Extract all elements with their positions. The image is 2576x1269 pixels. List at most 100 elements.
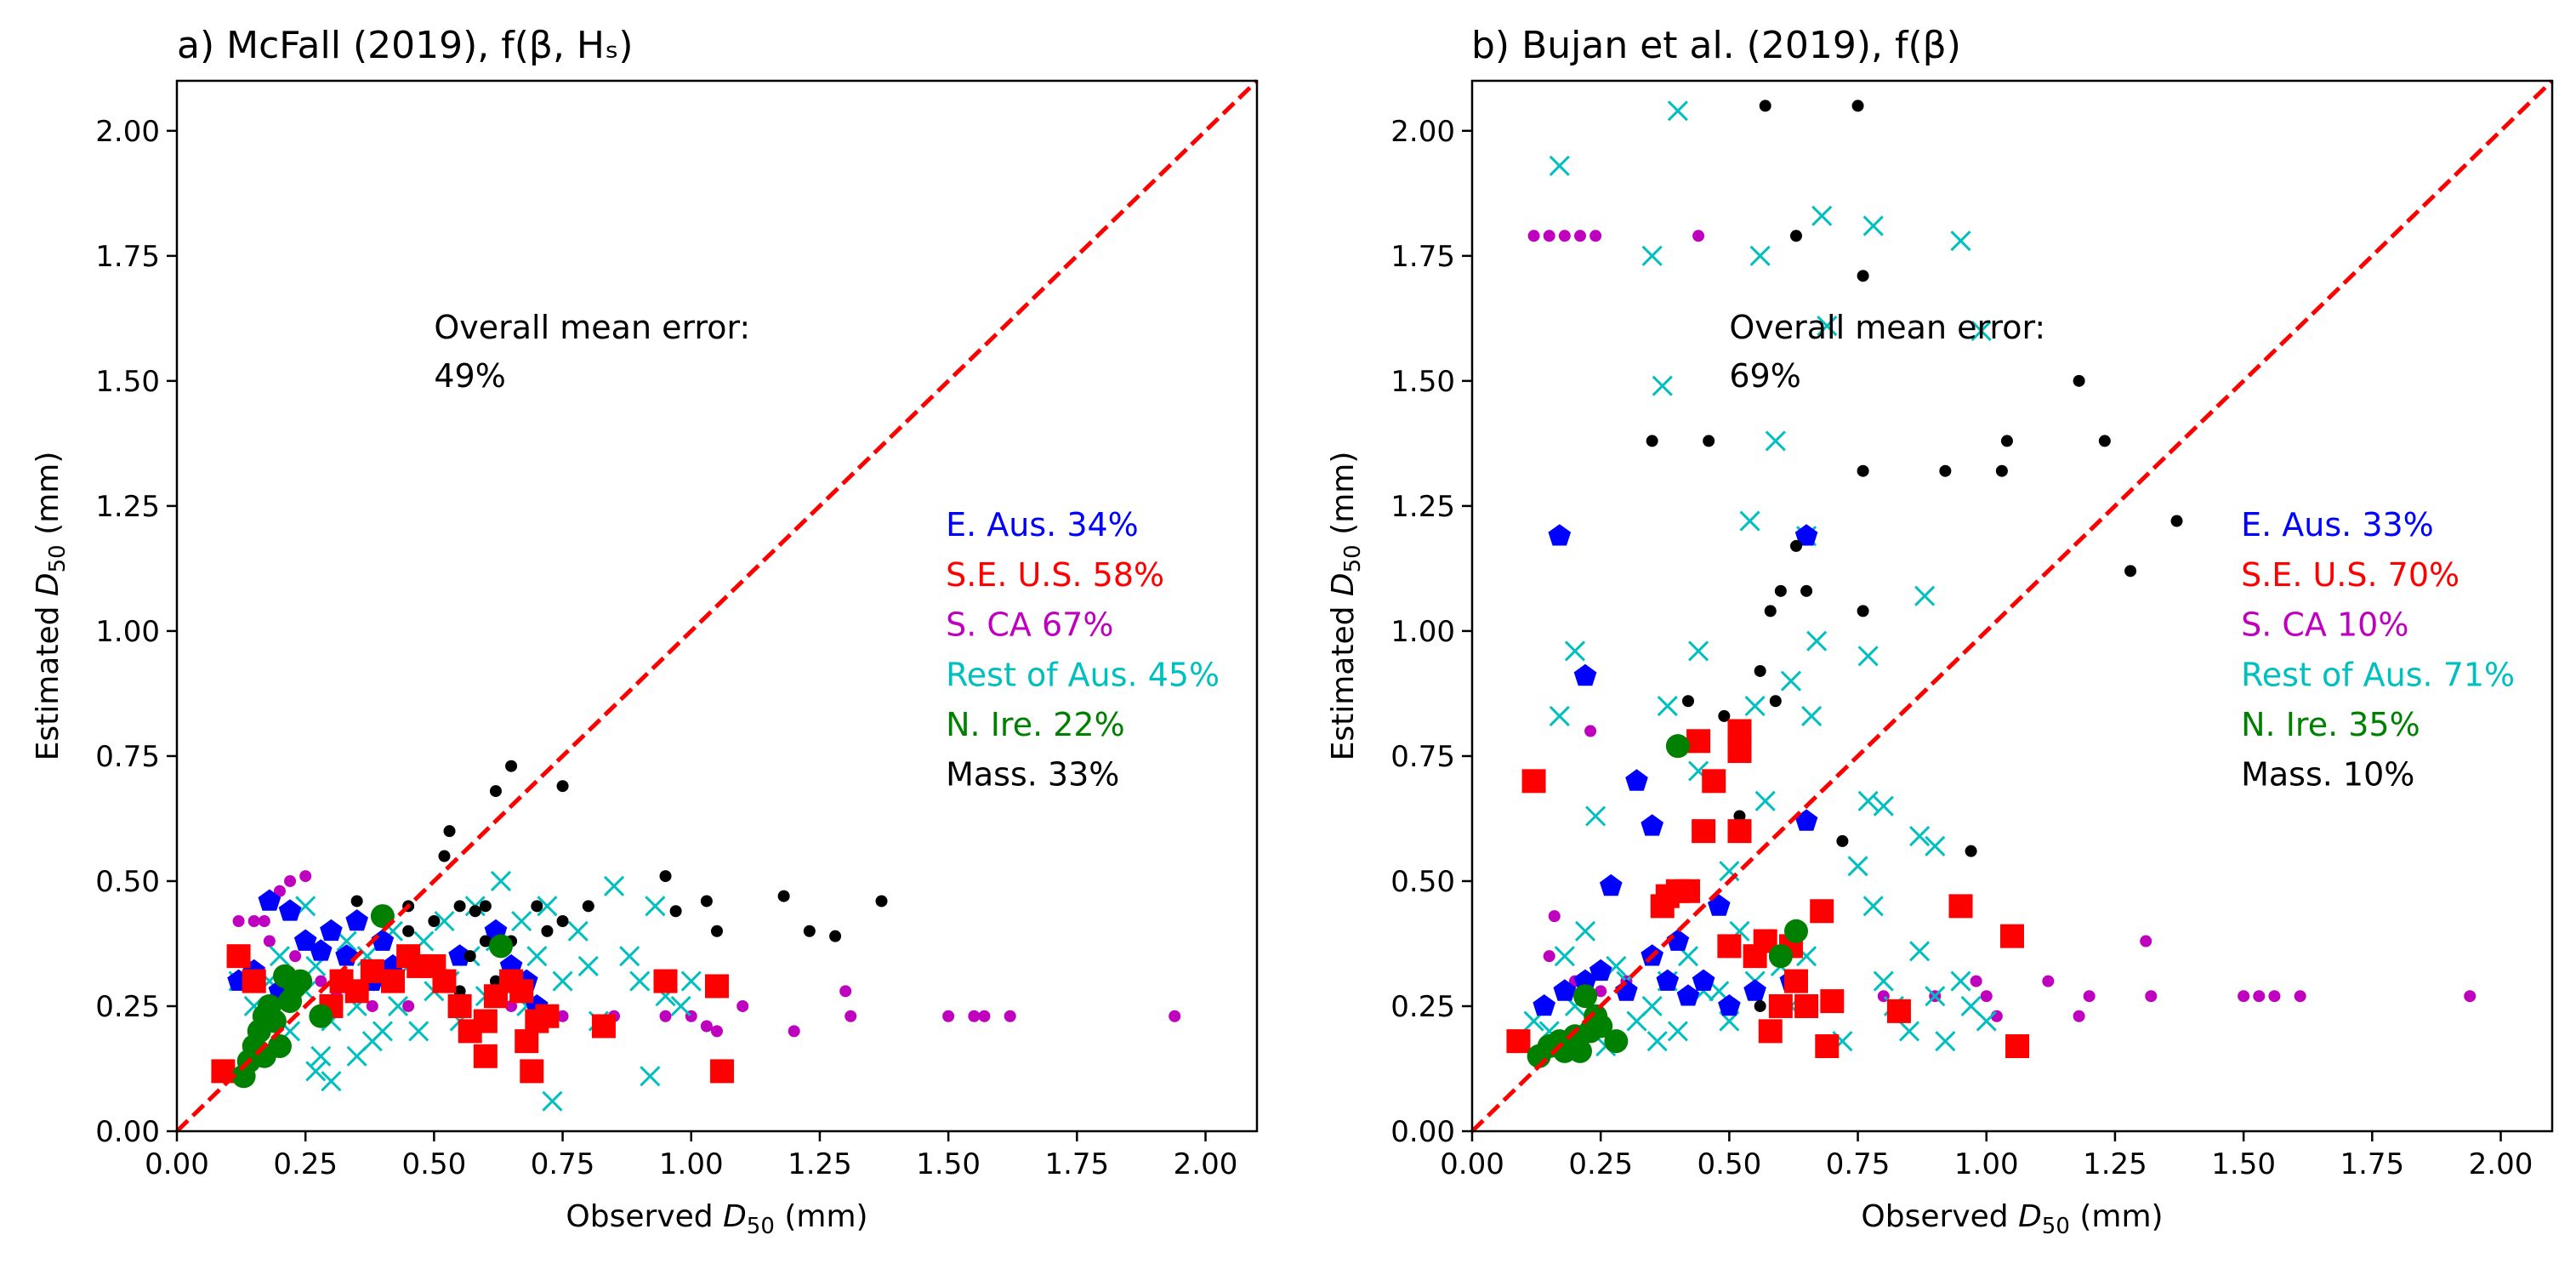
data-point [1692,819,1716,844]
data-point [2253,990,2266,1003]
data-point [269,946,291,967]
data-point [1543,230,1555,242]
data-point [659,1010,672,1022]
data-point [226,944,251,969]
data-point [1585,805,1606,827]
data-point [875,895,888,908]
panel-b-title: b) Bujan et al. (2019), f(β) [1471,24,1961,67]
panel-b-mean-error-value: 69% [1729,357,1800,395]
data-point [1820,989,1845,1014]
data-point [1004,1010,1016,1022]
data-point [542,1090,563,1112]
data-point [1857,605,1869,617]
data-point [247,915,260,927]
data-point [1744,696,1766,717]
data-point [629,970,651,992]
panel-a-points [211,760,1181,1112]
data-point [2464,990,2476,1003]
data-point [556,915,569,927]
data-point [447,993,472,1018]
region-error-label: S. CA 10% [2241,606,2408,644]
panel-b-axes-frame [1470,79,2554,1133]
data-point [309,1004,333,1028]
data-point [1589,959,1612,982]
data-point [505,760,518,772]
data-point [844,1010,857,1022]
data-point [1549,155,1570,177]
data-point [1965,845,1977,857]
data-point [1780,670,1802,691]
data-point [2238,990,2250,1003]
data-point [1692,969,1715,991]
data-point [1727,819,1752,844]
data-point [1604,1029,1629,1054]
data-point [473,1009,498,1033]
y-tick-label: 1.25 [1390,490,1455,524]
data-point [360,959,384,983]
data-point [2000,924,2024,948]
data-point [2268,990,2281,1003]
data-point [1784,969,1808,993]
data-point [1733,810,1746,822]
data-point [1765,430,1786,452]
data-point [1595,985,1607,998]
panel-a-title: a) McFall (2019), f(β, Hₛ) [177,24,634,67]
region-error-label: E. Aus. 33% [2241,506,2434,543]
data-point [1862,215,1884,236]
y-tick-label: 1.75 [1390,240,1455,274]
data-point [489,785,502,798]
x-tick-label: 0.50 [402,1147,467,1181]
data-point [526,946,548,967]
panel-b-y-axis-label: Estimated D50 (mm) [1326,452,1366,761]
data-point [1708,894,1731,916]
data-point [1851,100,1864,112]
data-point [1564,640,1586,662]
x-tick-label: 0.00 [145,1147,209,1181]
data-point [2124,565,2137,578]
data-point [541,925,554,937]
data-point [438,850,451,862]
data-point [1749,245,1771,266]
data-point [1665,734,1690,759]
data-point [1717,934,1742,959]
data-point [1652,375,1673,396]
panel-a-one-to-one-line [175,79,1259,1133]
data-point [350,895,363,908]
data-point [1898,1021,1920,1042]
y-tick-label: 0.25 [95,990,160,1024]
data-point [1857,646,1879,667]
data-point [2042,975,2055,987]
data-point [1970,320,1992,342]
data-point [1754,790,1776,811]
data-point [711,925,723,937]
data-point [710,1059,735,1084]
data-point [490,870,512,892]
panel-b-region-errors: E. Aus. 33% S.E. U.S. 70% S. CA 10% Rest of… [2241,506,2515,794]
data-point [520,1059,544,1084]
x-tick-label: 1.25 [788,1147,852,1181]
data-point [1667,100,1688,122]
data-point [509,979,534,1004]
data-point [1657,696,1678,717]
data-point [1857,464,1869,477]
data-point [777,890,790,902]
data-point [1759,100,1771,112]
data-point [258,915,270,927]
data-point [1790,230,1802,242]
panel-b: b) Bujan et al. (2019), f(β) 0.00 0.25 0.5… [1326,24,2554,1239]
data-point [829,930,842,942]
data-point [582,900,594,913]
data-point [1573,984,1598,1009]
y-tick-label: 1.00 [1390,615,1455,649]
data-point [556,780,569,793]
data-point [469,905,481,918]
data-point [2083,990,2095,1003]
data-point [1554,946,1575,967]
data-point [1857,270,1869,282]
data-point [1646,1031,1668,1052]
data-point [1574,230,1586,242]
data-point [1806,630,1828,652]
data-point [473,1044,498,1068]
data-point [1794,524,1818,546]
